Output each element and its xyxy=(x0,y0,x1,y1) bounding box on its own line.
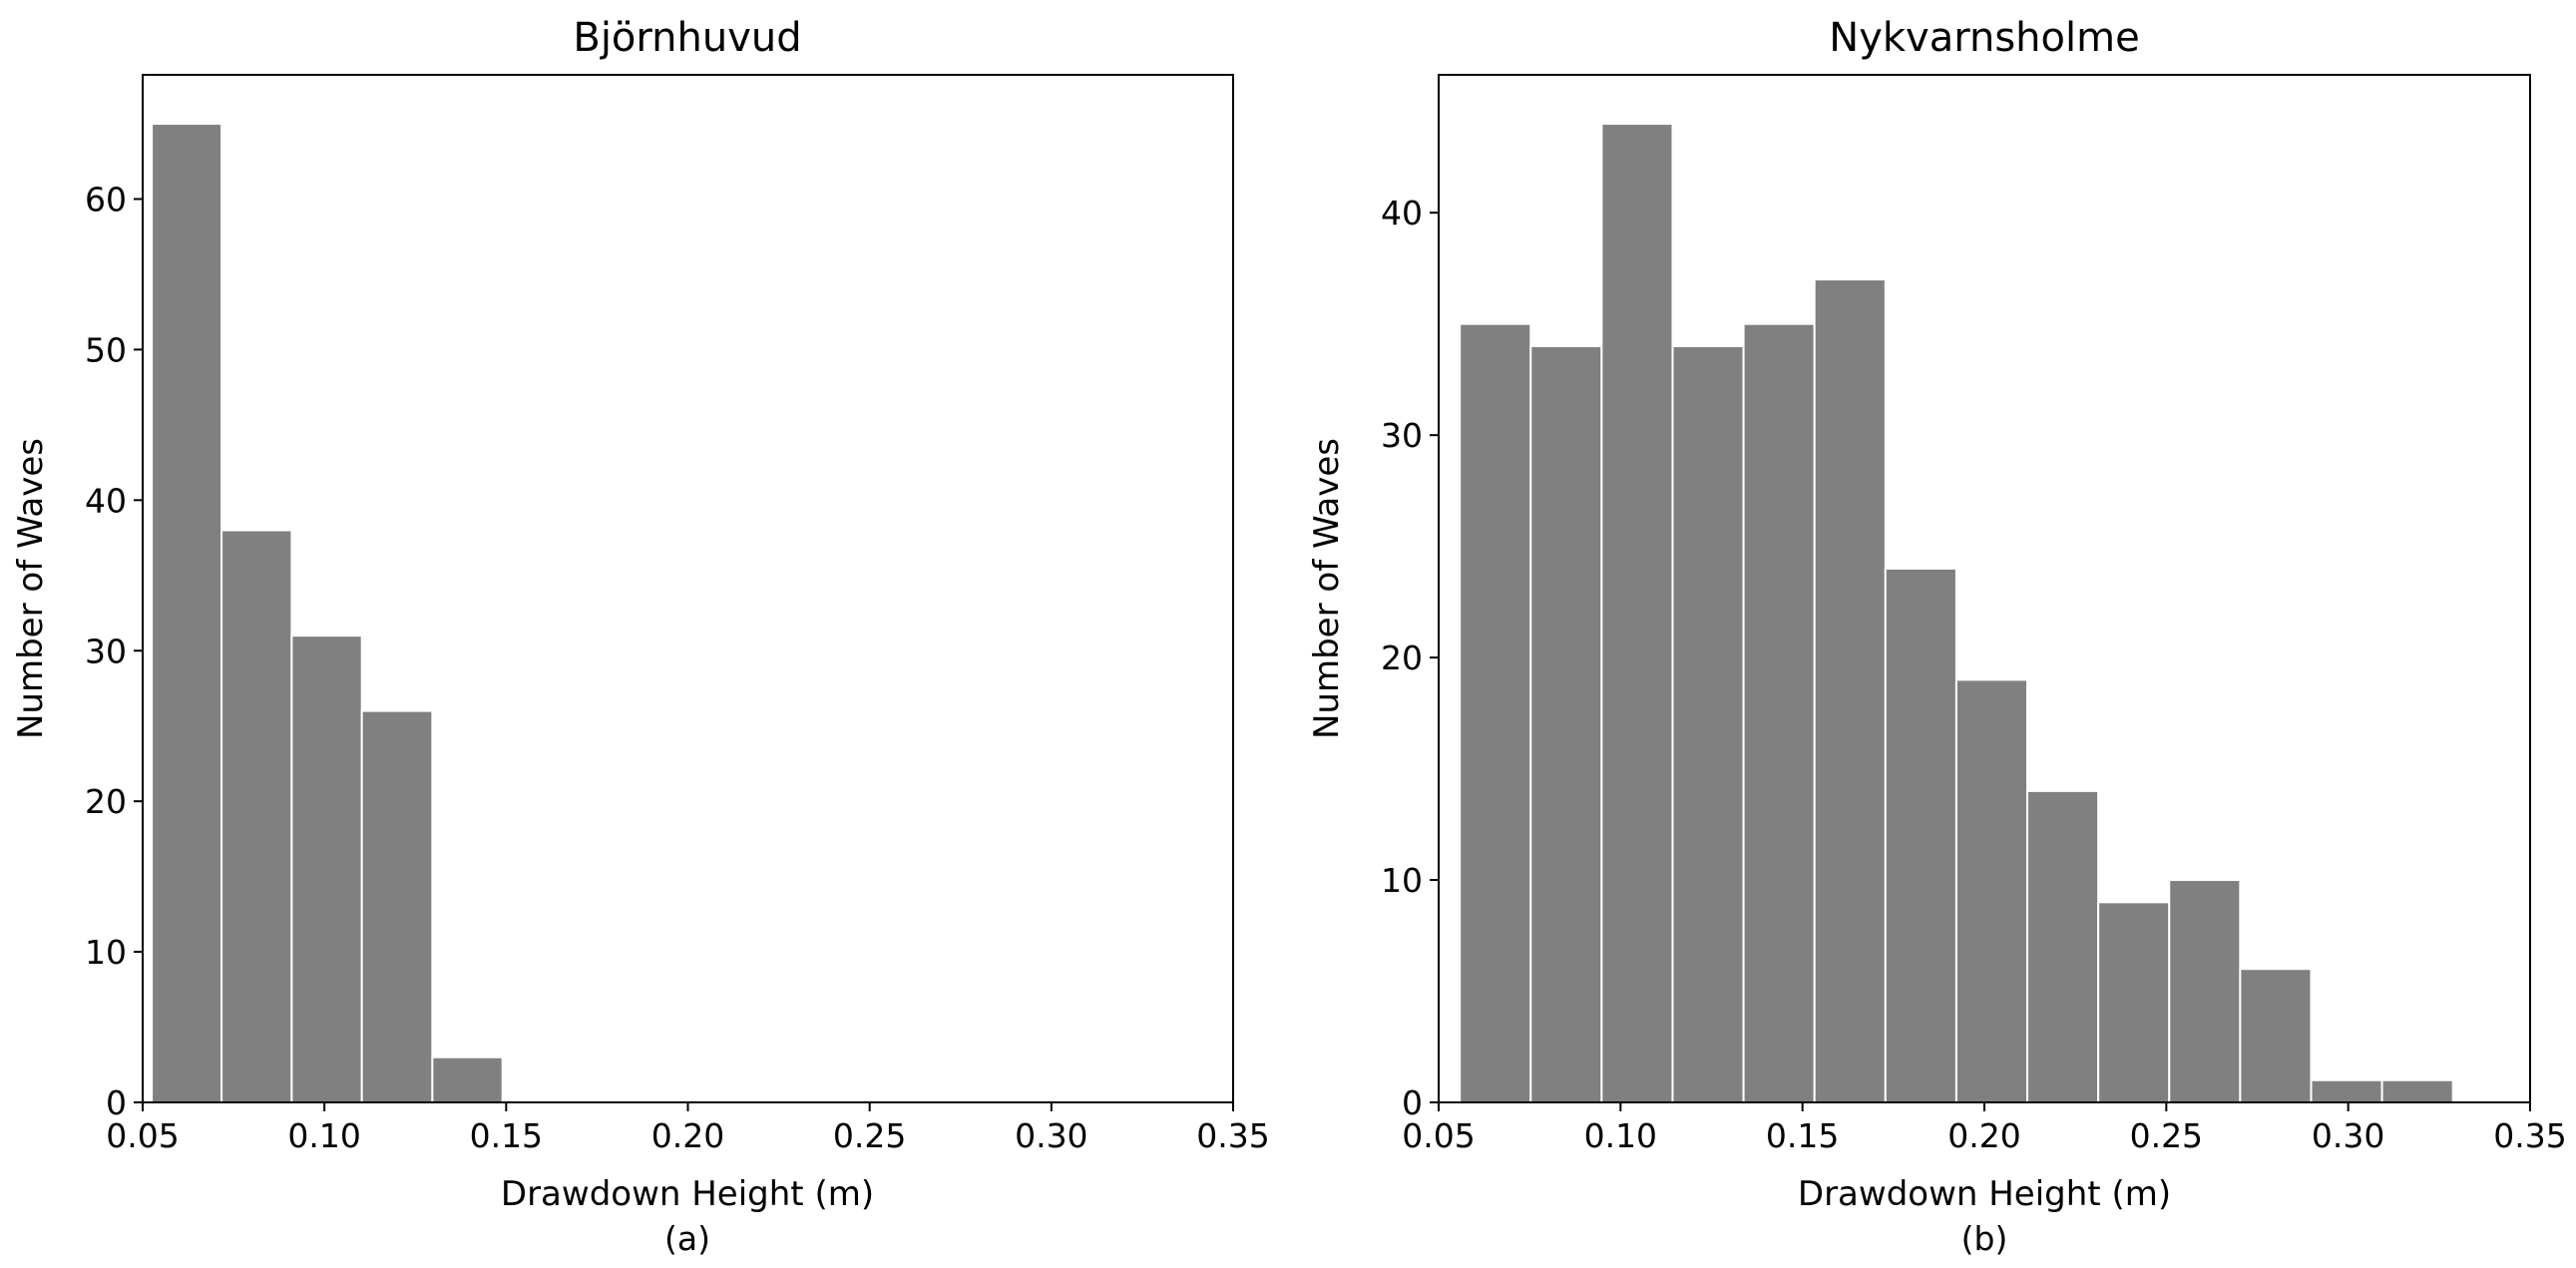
y-axis-ticks: 0 10 20 30 40 xyxy=(1381,194,1439,1122)
histogram-bar xyxy=(1742,322,1816,1103)
x-tick-label: 0.30 xyxy=(1015,1116,1087,1155)
y-tick-label: 30 xyxy=(1381,416,1423,455)
bars-group xyxy=(1459,123,2454,1104)
histogram-bar xyxy=(431,1056,504,1103)
histogram-bar xyxy=(220,529,293,1103)
y-tick-label: 0 xyxy=(1402,1083,1423,1122)
y-tick-label: 20 xyxy=(85,782,127,821)
plot-frame xyxy=(142,74,1234,1103)
x-axis-ticks: 0.05 0.10 0.15 0.20 0.25 0.30 0.35 xyxy=(106,1102,1270,1155)
y-tick-label: 60 xyxy=(85,181,127,219)
histogram-bar xyxy=(290,634,363,1104)
chart-title: Nykvarnsholme xyxy=(1829,15,2139,61)
x-tick-label: 0.30 xyxy=(2312,1116,2384,1155)
x-axis-ticks: 0.05 0.10 0.15 0.20 0.25 0.30 0.35 xyxy=(1402,1102,2567,1155)
y-tick-label: 50 xyxy=(85,330,127,369)
x-axis-label: Drawdown Height (m) xyxy=(501,1174,874,1214)
x-axis-label: Drawdown Height (m) xyxy=(1798,1174,2171,1214)
y-tick-label: 30 xyxy=(85,632,127,670)
histogram-bar xyxy=(1813,278,1887,1103)
histogram-panel-bjornhuvud: Björnhuvud 0 10 20 30 40 50 60 0.05 0.10 0.15 0.2… xyxy=(11,15,1270,1258)
x-tick-label: 0.05 xyxy=(1402,1116,1475,1155)
histogram-bar xyxy=(2239,968,2313,1103)
x-tick-label: 0.35 xyxy=(2493,1116,2566,1155)
panel-sublabel: (a) xyxy=(664,1219,710,1258)
plot-frame xyxy=(1438,74,2531,1103)
histogram-bar xyxy=(360,709,434,1103)
histogram-bar xyxy=(2380,1078,2454,1104)
histogram-bar xyxy=(2026,789,2100,1103)
histogram-bar xyxy=(2310,1078,2383,1104)
y-tick-label: 40 xyxy=(1381,194,1423,232)
x-tick-label: 0.10 xyxy=(287,1116,360,1155)
histogram-bar xyxy=(1600,123,1674,1104)
y-tick-label: 10 xyxy=(85,933,127,972)
bars-group xyxy=(151,123,504,1104)
x-tick-label: 0.25 xyxy=(2130,1116,2203,1155)
x-tick-label: 0.10 xyxy=(1584,1116,1657,1155)
histogram-bar xyxy=(1954,678,2029,1103)
y-axis-ticks: 0 10 20 30 40 50 60 xyxy=(85,181,143,1122)
histogram-bar xyxy=(151,123,223,1104)
y-tick-label: 40 xyxy=(85,481,127,520)
histogram-bar xyxy=(1459,322,1532,1103)
panel-sublabel: (b) xyxy=(1961,1219,2008,1258)
y-tick-label: 0 xyxy=(106,1083,127,1122)
x-tick-label: 0.20 xyxy=(1947,1116,2020,1155)
histogram-bar xyxy=(1884,567,1957,1103)
x-tick-label: 0.25 xyxy=(833,1116,906,1155)
y-axis-label: Number of Waves xyxy=(11,438,51,739)
y-axis-label: Number of Waves xyxy=(1307,438,1347,739)
y-tick-label: 20 xyxy=(1381,638,1423,677)
x-tick-label: 0.15 xyxy=(470,1116,543,1155)
y-tick-label: 10 xyxy=(1381,861,1423,900)
histogram-bar xyxy=(1671,344,1745,1103)
chart-title: Björnhuvud xyxy=(573,15,801,61)
x-tick-label: 0.35 xyxy=(1196,1116,1269,1155)
histogram-bar xyxy=(1529,344,1603,1103)
histogram-bar xyxy=(2097,901,2171,1103)
x-tick-label: 0.05 xyxy=(106,1116,179,1155)
x-tick-label: 0.15 xyxy=(1766,1116,1839,1155)
x-tick-label: 0.20 xyxy=(651,1116,724,1155)
histogram-panel-nykvarnsholme: Nykvarnsholme 0 10 20 30 40 0.05 0.10 0.15 0.20… xyxy=(1307,15,2567,1258)
histogram-bar xyxy=(2168,879,2242,1103)
